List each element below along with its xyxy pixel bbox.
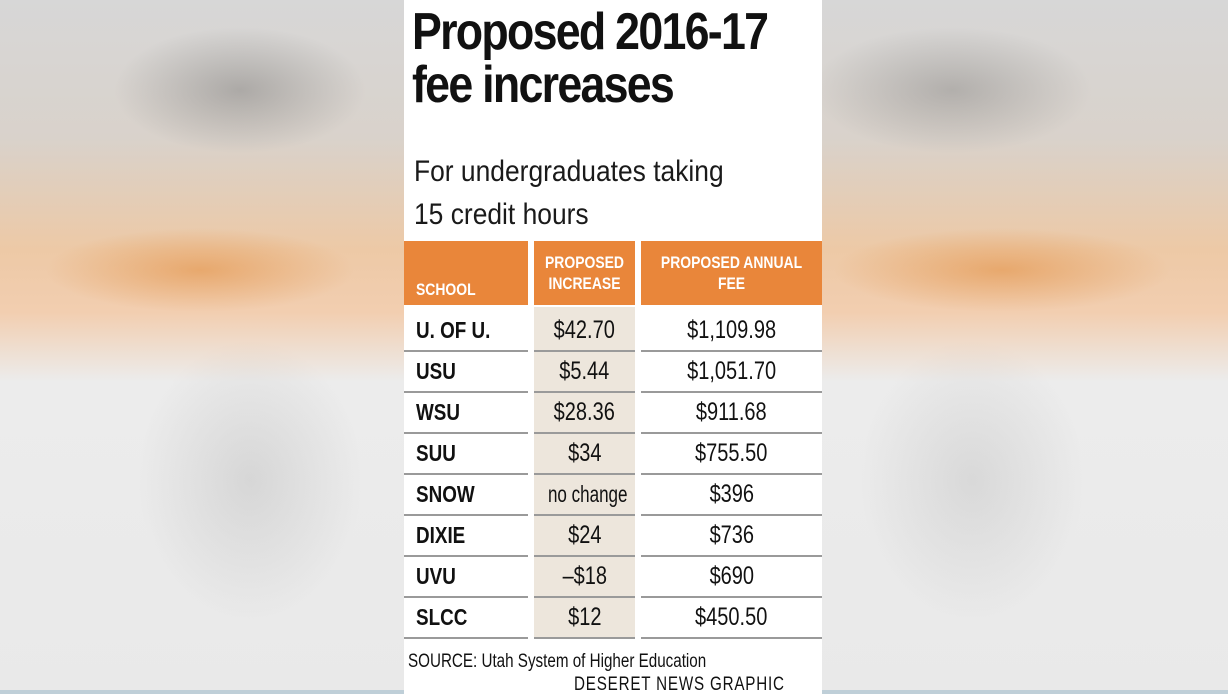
- increase-cell-text: $24: [567, 521, 602, 549]
- header-annual-fee-line-2: FEE: [717, 274, 746, 293]
- graphic-credit: DESERET NEWS GRAPHIC: [574, 674, 785, 694]
- increase-cell: $42.70: [534, 311, 635, 352]
- annual-fee-cell: $755.50: [641, 434, 822, 475]
- blurred-background-right: [822, 0, 1228, 694]
- annual-fee-cell-text: $736: [709, 521, 754, 549]
- school-cell-text: DIXIE: [416, 522, 466, 548]
- increase-cell-text: $28.36: [553, 398, 616, 426]
- annual-fee-cell-text: $1,109.98: [687, 316, 776, 344]
- chart-title-line-1: Proposed 2016-17: [412, 3, 769, 61]
- table-row: DIXIE $24 $736: [404, 516, 822, 557]
- annual-fee-cell-text: $755.50: [695, 439, 768, 467]
- header-increase-line-1: PROPOSED: [544, 253, 625, 272]
- annual-fee-cell: $396: [641, 475, 822, 516]
- school-cell-text: U. OF U.: [416, 317, 491, 343]
- header-increase: PROPOSED INCREASE: [534, 241, 635, 305]
- school-cell: SLCC: [404, 598, 528, 639]
- header-school-label: SCHOOL: [416, 280, 476, 299]
- chart-title-line-2: fee increases: [412, 56, 675, 114]
- increase-cell: $12: [534, 598, 635, 639]
- annual-fee-cell-text: $690: [709, 562, 754, 590]
- annual-fee-cell: $1,109.98: [641, 311, 822, 352]
- table-row: U. OF U. $42.70 $1,109.98: [404, 311, 822, 352]
- chart-subtitle: For undergraduates taking 15 credit hour…: [414, 150, 724, 236]
- school-cell: SNOW: [404, 475, 528, 516]
- header-school: SCHOOL: [404, 241, 528, 305]
- header-increase-line-2: INCREASE: [548, 274, 621, 293]
- school-cell-text: UVU: [416, 563, 456, 589]
- annual-fee-cell: $736: [641, 516, 822, 557]
- increase-cell-text: –$18: [562, 562, 607, 590]
- increase-cell-text: $42.70: [553, 316, 616, 344]
- school-cell: U. OF U.: [404, 311, 528, 352]
- table-row: SLCC $12 $450.50: [404, 598, 822, 639]
- table-row: WSU $28.36 $911.68: [404, 393, 822, 434]
- school-cell-text: SNOW: [416, 481, 475, 507]
- blurred-background-left: [0, 0, 404, 694]
- source-note: SOURCE: Utah System of Higher Education: [408, 651, 707, 672]
- header-annual-fee-label: PROPOSED ANNUAL FEE: [657, 252, 805, 294]
- school-cell-text: USU: [416, 358, 456, 384]
- chart-subtitle-line-2: 15 credit hours: [414, 198, 589, 231]
- increase-cell: $24: [534, 516, 635, 557]
- annual-fee-cell-text: $450.50: [695, 603, 768, 631]
- increase-cell: –$18: [534, 557, 635, 598]
- graphic-panel: Proposed 2016-17 fee increases For under…: [404, 0, 822, 694]
- increase-cell-text: $5.44: [559, 357, 610, 385]
- school-cell-text: WSU: [416, 399, 461, 425]
- school-cell-text: SUU: [416, 440, 456, 466]
- school-cell: USU: [404, 352, 528, 393]
- table-row: SNOW no change $396: [404, 475, 822, 516]
- increase-cell-text: $34: [567, 439, 602, 467]
- increase-cell: $5.44: [534, 352, 635, 393]
- increase-cell: $34: [534, 434, 635, 475]
- table-row: SUU $34 $755.50: [404, 434, 822, 475]
- increase-cell: $28.36: [534, 393, 635, 434]
- table-row: UVU –$18 $690: [404, 557, 822, 598]
- annual-fee-cell-text: $911.68: [696, 398, 767, 426]
- increase-cell-text: no change: [547, 481, 628, 507]
- school-cell: WSU: [404, 393, 528, 434]
- school-cell: UVU: [404, 557, 528, 598]
- table-row: USU $5.44 $1,051.70: [404, 352, 822, 393]
- annual-fee-cell: $690: [641, 557, 822, 598]
- chart-title: Proposed 2016-17 fee increases: [412, 3, 769, 114]
- annual-fee-cell: $1,051.70: [641, 352, 822, 393]
- annual-fee-cell-text: $396: [709, 480, 754, 508]
- header-increase-label: PROPOSED INCREASE: [543, 252, 626, 294]
- school-cell: SUU: [404, 434, 528, 475]
- header-annual-fee: PROPOSED ANNUAL FEE: [641, 241, 822, 305]
- school-cell-text: SLCC: [416, 604, 468, 630]
- annual-fee-cell: $450.50: [641, 598, 822, 639]
- school-cell: DIXIE: [404, 516, 528, 557]
- increase-cell-text: $12: [567, 603, 602, 631]
- annual-fee-cell-text: $1,051.70: [687, 357, 776, 385]
- header-annual-fee-line-1: PROPOSED ANNUAL: [660, 253, 803, 272]
- increase-cell: no change: [534, 475, 635, 516]
- chart-subtitle-line-1: For undergraduates taking: [414, 155, 724, 188]
- annual-fee-cell: $911.68: [641, 393, 822, 434]
